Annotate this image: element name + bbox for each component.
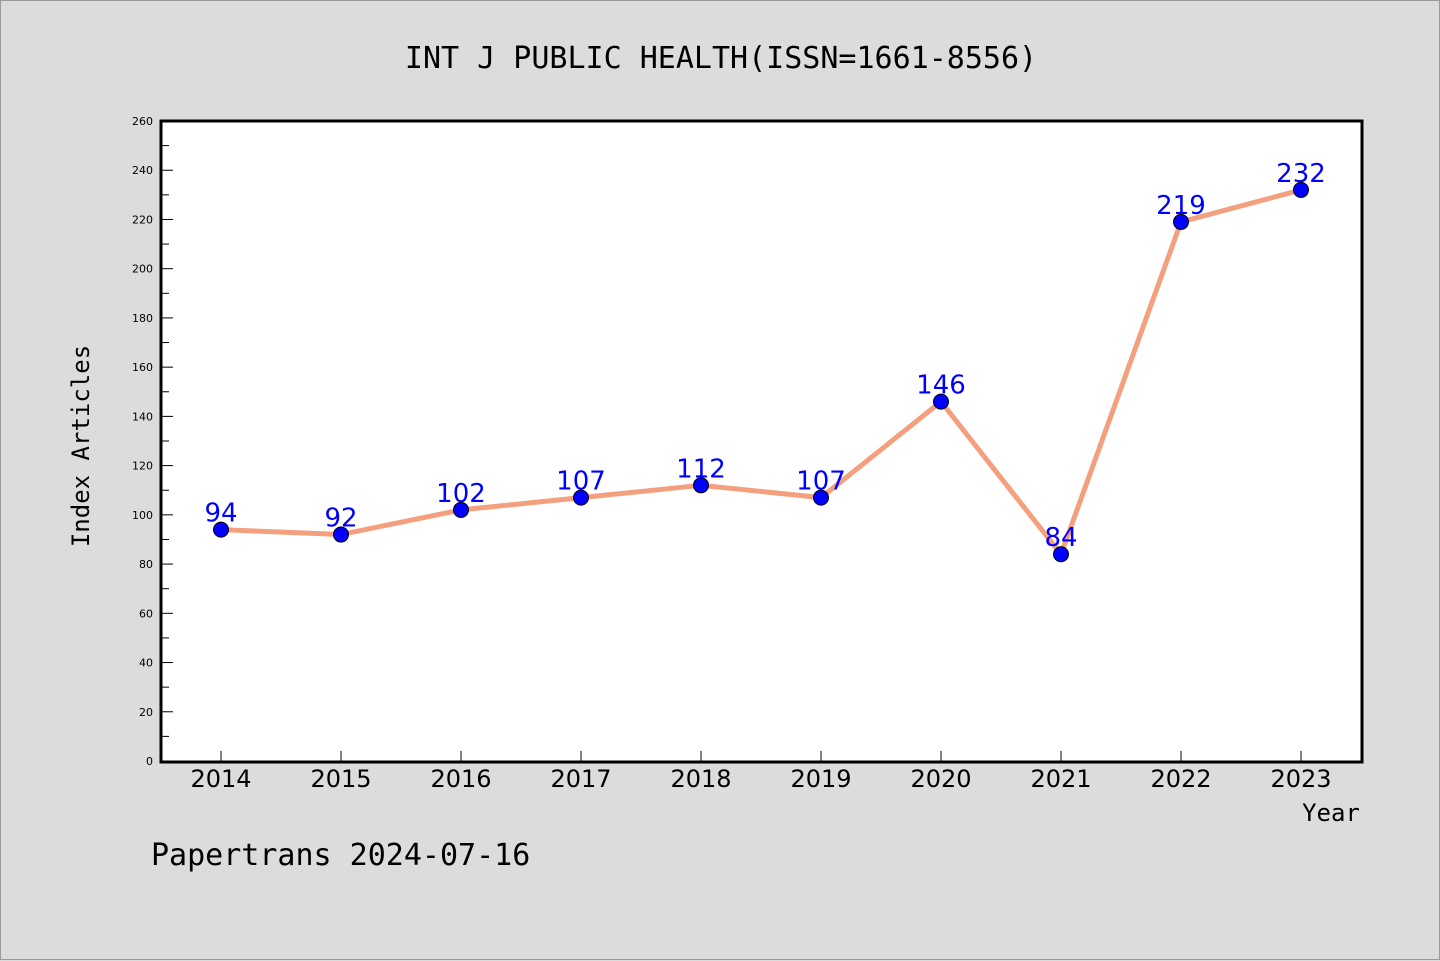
- data-point: [573, 489, 589, 506]
- x-axis-ticks: 2014 2015 2016 2017 2018 2019 2020 2021 2022 2023: [190, 751, 1332, 793]
- y-axis-label: Index Articles: [67, 345, 95, 547]
- data-point: [213, 521, 229, 538]
- data-point: [813, 489, 829, 506]
- data-point: [333, 526, 349, 543]
- y-tick-label: 180: [132, 312, 153, 325]
- data-label: 112: [676, 454, 726, 484]
- x-tick-label: 2019: [790, 765, 851, 793]
- y-tick-label: 200: [132, 263, 153, 276]
- y-tick-label: 140: [132, 410, 153, 423]
- x-tick-label: 2016: [430, 765, 491, 793]
- data-label: 94: [204, 499, 237, 529]
- data-point: [1053, 546, 1069, 563]
- data-label: 107: [556, 467, 606, 497]
- y-tick-label: 240: [132, 164, 153, 177]
- y-tick-label: 160: [132, 361, 153, 374]
- footer-text: Papertrans 2024-07-16: [151, 838, 530, 873]
- x-axis-label: Year: [1302, 799, 1360, 827]
- data-point: [1293, 181, 1309, 198]
- x-tick-label: 2017: [550, 765, 611, 793]
- y-tick-label: 120: [132, 460, 153, 473]
- y-tick-label: 60: [139, 607, 153, 620]
- y-tick-label: 220: [132, 213, 153, 226]
- y-tick-label: 100: [132, 509, 153, 522]
- x-tick-label: 2018: [670, 765, 731, 793]
- data-label: 146: [916, 371, 966, 401]
- data-label: 107: [796, 467, 846, 497]
- data-markers: [213, 181, 1309, 563]
- data-point: [453, 501, 469, 518]
- data-point: [693, 477, 709, 494]
- series-line: [220, 187, 1302, 557]
- chart-title: INT J PUBLIC HEALTH(ISSN=1661-8556): [405, 41, 1037, 76]
- x-tick-label: 2015: [310, 765, 371, 793]
- x-tick-label: 2023: [1270, 765, 1331, 793]
- data-label: 102: [436, 479, 486, 509]
- data-label: 219: [1156, 191, 1206, 221]
- y-axis-ticks: 0 20 40 60 80 100 120 140 160 180 200 220 240 260: [132, 115, 173, 768]
- x-tick-label: 2022: [1150, 765, 1211, 793]
- data-label: 232: [1276, 159, 1326, 189]
- x-tick-label: 2021: [1030, 765, 1091, 793]
- x-tick-label: 2020: [910, 765, 971, 793]
- y-tick-label: 260: [132, 115, 153, 128]
- data-labels: 94 92 102 107 112 107 146 84 219 232: [204, 159, 1325, 553]
- plot-area: [159, 119, 1364, 764]
- y-tick-label: 40: [139, 657, 153, 670]
- data-point: [1173, 213, 1189, 230]
- data-label: 84: [1044, 523, 1077, 553]
- data-label: 92: [324, 504, 357, 534]
- y-tick-label: 80: [139, 558, 153, 571]
- data-point: [933, 393, 949, 410]
- y-tick-label: 20: [139, 706, 153, 719]
- x-tick-label: 2014: [190, 765, 251, 793]
- y-tick-label: 0: [146, 755, 153, 768]
